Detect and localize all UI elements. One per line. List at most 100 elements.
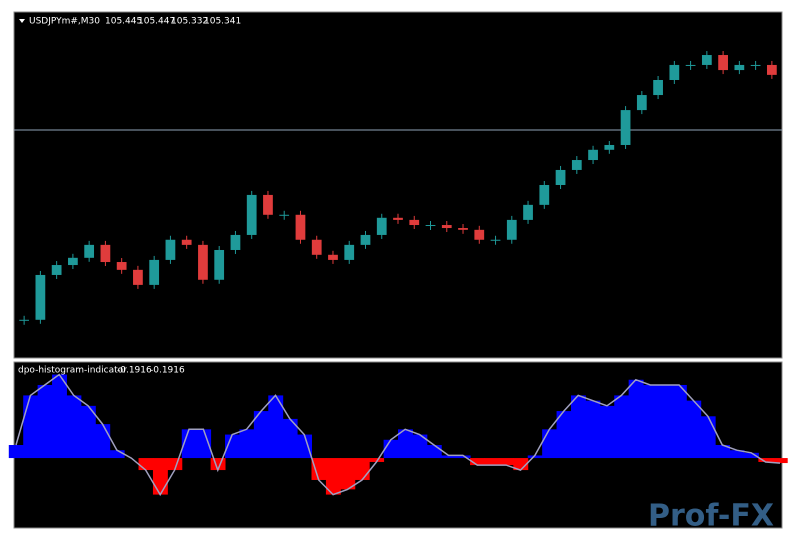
histogram-bar xyxy=(225,434,240,459)
candle xyxy=(246,194,257,235)
candle xyxy=(506,219,517,240)
histogram-bar xyxy=(268,395,284,459)
candle xyxy=(68,257,78,266)
candle xyxy=(425,225,436,227)
histogram-bar xyxy=(196,429,212,459)
ohlc-readout: 105.332 xyxy=(171,17,208,27)
candle xyxy=(766,64,777,75)
candle xyxy=(51,265,62,275)
histogram-bar xyxy=(398,429,413,459)
indicator-line xyxy=(15,373,781,497)
candle xyxy=(84,244,95,258)
histogram-bar xyxy=(614,395,630,459)
ohlc-readout: 105.447 xyxy=(138,17,175,27)
histogram-bar xyxy=(729,450,745,459)
histogram-bar xyxy=(80,405,96,459)
histogram-bar xyxy=(109,450,125,459)
candle xyxy=(523,204,533,220)
indicator-readout: -0.1916 xyxy=(117,366,152,376)
indicator-readout: -0.1916 xyxy=(150,366,185,376)
indicator-title: dpo-histogram-indicator xyxy=(18,366,127,376)
candle xyxy=(750,64,761,66)
histogram-bar xyxy=(23,395,39,459)
histogram-bar xyxy=(743,452,759,459)
candle xyxy=(718,55,728,71)
histogram-bar xyxy=(181,429,197,459)
candle xyxy=(133,269,143,285)
candle xyxy=(393,217,403,220)
candle xyxy=(181,239,192,245)
histogram-bar xyxy=(383,439,399,459)
histogram-bar xyxy=(354,458,370,480)
candle xyxy=(409,219,420,226)
histogram-bar xyxy=(297,434,313,459)
candle xyxy=(19,319,30,321)
candle xyxy=(441,225,452,229)
histogram-bar xyxy=(37,384,53,459)
histogram-bar xyxy=(412,434,428,459)
candle xyxy=(295,214,306,240)
candle xyxy=(604,144,615,150)
histogram-bar xyxy=(52,374,67,459)
histogram-bar xyxy=(700,416,716,459)
histogram-bar xyxy=(282,418,298,459)
candle xyxy=(539,185,550,205)
histogram-bar xyxy=(325,458,341,495)
histogram-bar xyxy=(239,429,255,459)
histogram-bar xyxy=(455,455,471,459)
candle xyxy=(198,244,208,280)
candle xyxy=(214,249,225,280)
histogram-bar xyxy=(585,400,601,459)
candle xyxy=(149,259,160,285)
histogram-bar xyxy=(311,458,327,480)
candle xyxy=(555,169,566,185)
candle xyxy=(701,55,712,65)
candle xyxy=(734,64,745,71)
candle xyxy=(669,64,680,80)
histogram-bar xyxy=(686,400,702,459)
histogram-bar xyxy=(498,458,514,466)
candle xyxy=(165,239,176,260)
ohlc-readout: 105.445 xyxy=(105,17,142,27)
histogram-bar xyxy=(758,458,774,462)
candle xyxy=(263,194,273,215)
histogram-bar xyxy=(772,458,788,464)
histogram-bar xyxy=(542,429,558,459)
histogram-bar xyxy=(152,458,168,495)
histogram-bar xyxy=(657,384,673,459)
ohlc-readout: 105.341 xyxy=(204,17,241,27)
candle xyxy=(116,262,127,270)
candle xyxy=(653,79,663,96)
histogram-bar xyxy=(340,458,356,490)
histogram-bar xyxy=(441,455,457,459)
price-panel xyxy=(13,11,783,359)
histogram-bar xyxy=(484,458,500,466)
candle xyxy=(328,254,338,260)
candle xyxy=(344,244,355,260)
candle xyxy=(685,64,696,66)
histogram-bar xyxy=(253,411,269,459)
histogram-bar xyxy=(426,445,442,459)
candle xyxy=(588,149,598,161)
histogram-bar xyxy=(369,458,385,462)
candle xyxy=(636,95,647,111)
histogram-bar xyxy=(66,395,82,459)
candle xyxy=(35,274,46,320)
candle xyxy=(474,229,485,240)
histogram-bar xyxy=(527,455,543,459)
watermark: Prof-FX xyxy=(648,499,774,534)
candle xyxy=(279,214,290,216)
candle xyxy=(376,217,387,235)
histogram-bar xyxy=(570,395,586,459)
menu-arrow[interactable] xyxy=(19,19,25,23)
candle xyxy=(230,234,241,250)
histogram-bar xyxy=(628,379,644,459)
candle xyxy=(311,239,322,255)
candle xyxy=(620,110,631,145)
symbol-title: USDJPYm#,M30 xyxy=(29,17,100,27)
candle xyxy=(571,160,582,170)
histogram-bar xyxy=(556,411,572,459)
candle xyxy=(490,239,501,241)
histogram-bar xyxy=(470,458,485,466)
